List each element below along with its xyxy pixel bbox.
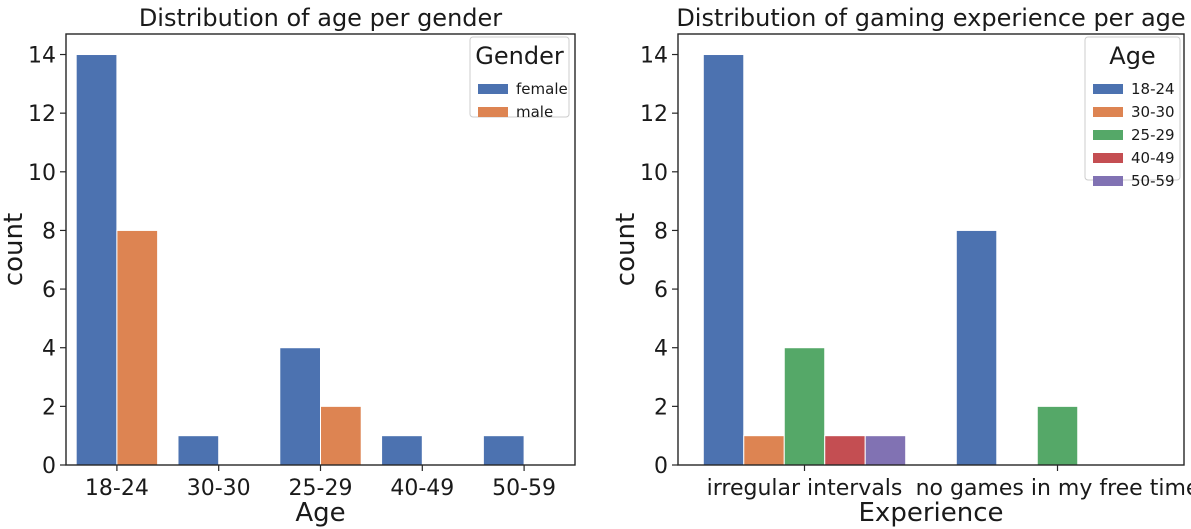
y-tick-label: 8 — [42, 219, 56, 244]
bar-irregular-intervals-30-30 — [743, 435, 785, 466]
legend-swatch — [1093, 84, 1123, 94]
y-tick-label: 12 — [28, 102, 56, 127]
y-tick-label: 10 — [640, 161, 668, 186]
legend-entry-label: 30-30 — [1131, 103, 1175, 121]
bar-30-30-female — [177, 435, 220, 466]
legend-swatch — [1093, 153, 1123, 163]
legend-swatch — [478, 84, 508, 94]
x-tick-label: no games in my free time — [916, 476, 1191, 501]
y-tick-label: 14 — [640, 44, 668, 69]
y-tick-label: 8 — [654, 219, 668, 244]
legend-entry-label: male — [516, 103, 553, 121]
chart-title: Distribution of gaming experience per ag… — [676, 4, 1185, 32]
bar-irregular-intervals-25-29 — [783, 347, 826, 466]
y-tick-label: 6 — [654, 278, 668, 303]
y-tick-label: 10 — [28, 161, 56, 186]
y-tick-label: 14 — [28, 44, 56, 69]
bar-50-59-female — [482, 435, 525, 466]
legend-swatch — [478, 107, 508, 117]
bar-irregular-intervals-40-49 — [824, 435, 866, 466]
bar-40-49-female — [381, 435, 423, 466]
legend-box — [469, 36, 570, 118]
bar-18-24-female — [75, 54, 118, 466]
legend-entry-label: 25-29 — [1131, 126, 1175, 144]
legend-entry-label: 40-49 — [1131, 149, 1175, 167]
y-axis-label: count — [611, 213, 641, 286]
y-tick-label: 0 — [654, 454, 668, 479]
bar-25-29-female — [279, 347, 321, 466]
bar-irregular-intervals-50-59 — [864, 435, 907, 466]
legend-entry-label: 50-59 — [1131, 172, 1175, 190]
legend-title: Age — [1109, 42, 1155, 70]
y-tick-label: 2 — [654, 395, 668, 420]
legend-entry-label: 18-24 — [1131, 80, 1175, 98]
legend-title: Gender — [475, 42, 564, 70]
bar-25-29-male — [320, 405, 362, 466]
x-tick-label: 18-24 — [85, 476, 149, 501]
x-tick-label: 25-29 — [289, 476, 353, 501]
bar-no-games-in-my-free-time-18-24 — [955, 229, 998, 466]
bar-18-24-male — [116, 229, 159, 466]
x-axis-label: Age — [295, 498, 345, 528]
legend-box — [1084, 36, 1181, 181]
y-tick-label: 4 — [42, 337, 56, 362]
plot-frame — [677, 33, 1185, 466]
legend-entry-label: female — [516, 80, 568, 98]
experience-age-chart: 0 2 4 6 8 10 12 14 irregular intervals no games i… — [611, 4, 1191, 528]
chart-title: Distribution of age per gender — [139, 4, 502, 32]
y-tick-label: 12 — [640, 102, 668, 127]
legend-swatch — [1093, 130, 1123, 140]
y-tick-label: 6 — [42, 278, 56, 303]
age-gender-chart: 0 2 4 6 8 10 12 14 18-24 30-30 25-29 40-49 50-59 Dist… — [0, 4, 576, 528]
x-tick-label: 30-30 — [187, 476, 251, 501]
x-tick-label: 40-49 — [390, 476, 454, 501]
y-tick-label: 4 — [654, 337, 668, 362]
x-tick-label: 50-59 — [492, 476, 556, 501]
bar-no-games-in-my-free-time-25-29 — [1036, 405, 1079, 466]
x-axis-label: Experience — [859, 498, 1004, 528]
legend: Gender female male — [469, 36, 570, 121]
legend-swatch — [1093, 176, 1123, 186]
y-tick-label: 2 — [42, 395, 56, 420]
x-tick-label: irregular intervals — [707, 476, 903, 501]
legend: Age 18-24 30-30 25-29 40-49 50-59 — [1084, 36, 1181, 190]
y-axis-label: count — [0, 213, 29, 286]
bar-irregular-intervals-18-24 — [702, 54, 745, 466]
legend-swatch — [1093, 107, 1123, 117]
y-tick-label: 0 — [42, 454, 56, 479]
